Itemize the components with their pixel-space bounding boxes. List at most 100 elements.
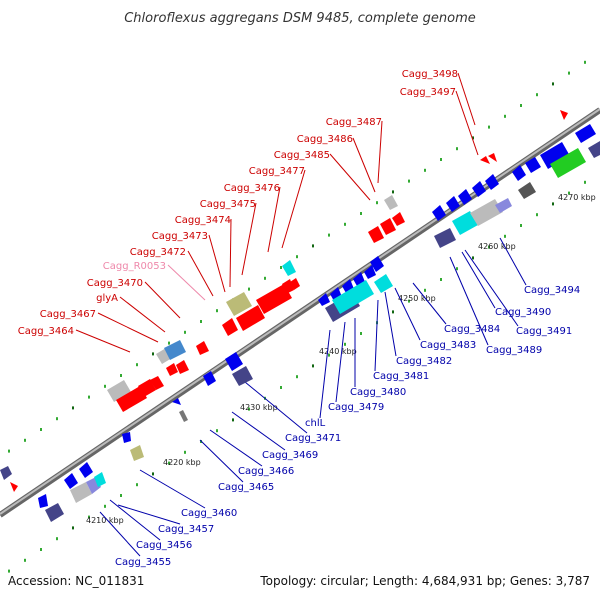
tick-label: 4260 kbp bbox=[478, 242, 516, 251]
gene-label: Cagg_3494 bbox=[524, 285, 580, 296]
gene-arrow bbox=[472, 181, 486, 197]
gene-label: Cagg_3482 bbox=[396, 356, 452, 367]
gene-arrow bbox=[488, 153, 497, 162]
gene-label: Cagg_3460 bbox=[181, 508, 237, 519]
guide-dot bbox=[136, 363, 138, 367]
gene-arrow bbox=[138, 379, 156, 397]
gene-label: Cagg_3465 bbox=[218, 482, 274, 493]
leader-lines bbox=[75, 72, 527, 557]
gene-arrow bbox=[226, 292, 252, 316]
guide-dot bbox=[72, 406, 74, 410]
guide-dot bbox=[264, 276, 266, 280]
gene-arrow bbox=[374, 274, 393, 293]
tick-label: 4220 kbp bbox=[163, 458, 201, 467]
gene-arrow bbox=[384, 195, 398, 210]
guide-dot bbox=[568, 71, 570, 75]
gene-arrow bbox=[107, 380, 131, 402]
gene-arrow bbox=[540, 142, 570, 169]
gene-arrow bbox=[470, 199, 503, 226]
guide-dot bbox=[520, 224, 522, 227]
gene-arrow bbox=[172, 398, 181, 405]
gene-arrow bbox=[256, 284, 292, 314]
gene-arrow bbox=[550, 148, 586, 178]
gene-arrow bbox=[222, 318, 238, 336]
genome-backbone bbox=[0, 107, 600, 518]
gene-label: Cagg_3483 bbox=[420, 340, 476, 351]
guide-dot bbox=[520, 104, 522, 107]
gene-arrow bbox=[380, 218, 396, 235]
gene-label: Cagg_3479 bbox=[328, 402, 384, 413]
gene-arrow bbox=[164, 340, 186, 360]
gene-arrow bbox=[525, 157, 541, 173]
guide-dot bbox=[360, 212, 362, 215]
guide-dot bbox=[248, 287, 250, 291]
gene-label: Cagg_3491 bbox=[516, 326, 572, 337]
guide-dot bbox=[488, 125, 490, 129]
gene-arrow bbox=[282, 260, 296, 276]
gene-label: Cagg_3464 bbox=[18, 326, 74, 337]
gene-arrow bbox=[518, 182, 536, 199]
guide-dot bbox=[8, 569, 10, 573]
guide-dot bbox=[552, 202, 554, 206]
gene-label: Cagg_3485 bbox=[274, 150, 330, 161]
gene-arrow bbox=[236, 305, 265, 331]
gene-label: Cagg_3480 bbox=[350, 387, 406, 398]
gene-arrow bbox=[368, 226, 384, 243]
tick-label: 4270 kbp bbox=[558, 193, 596, 202]
gene-label: Cagg_3455 bbox=[115, 557, 171, 568]
gene-arrow bbox=[166, 363, 178, 376]
guide-dot bbox=[184, 450, 186, 454]
gene-label: Cagg_3469 bbox=[262, 450, 318, 461]
gene-features bbox=[0, 110, 600, 522]
guide-dot bbox=[168, 341, 170, 345]
guide-dot bbox=[424, 288, 426, 292]
guide-dot bbox=[376, 201, 378, 205]
guide-dot bbox=[152, 472, 154, 476]
gene-label: chlL bbox=[305, 418, 326, 429]
gene-arrow bbox=[179, 410, 188, 422]
gene-arrow bbox=[318, 293, 330, 306]
guide-dot bbox=[568, 191, 570, 195]
gene-label: Cagg_3473 bbox=[152, 231, 208, 242]
gene-arrow bbox=[588, 141, 600, 158]
guide-dot bbox=[40, 548, 42, 551]
gene-arrow bbox=[434, 228, 456, 248]
gene-arrow bbox=[10, 482, 18, 492]
guide-dot bbox=[456, 147, 458, 151]
gene-label: Cagg_3476 bbox=[224, 183, 280, 194]
gene-arrow bbox=[130, 445, 144, 461]
guide-dot bbox=[552, 82, 554, 86]
gene-arrow bbox=[150, 376, 164, 390]
guide-dot bbox=[216, 429, 218, 433]
guide-dot bbox=[312, 364, 314, 368]
gene-arrow bbox=[575, 124, 596, 143]
gene-label: Cagg_3470 bbox=[87, 278, 143, 289]
gene-arrow bbox=[176, 360, 189, 374]
gene-arrow bbox=[225, 352, 243, 371]
guide-dot bbox=[440, 158, 442, 161]
guide-dot bbox=[120, 494, 122, 497]
map-title: Chloroflexus aggregans DSM 9485, complet… bbox=[124, 11, 476, 26]
gene-label: Cagg_R0053 bbox=[103, 261, 166, 272]
guide-dot bbox=[104, 504, 106, 508]
gene-arrow bbox=[0, 466, 12, 480]
guide-dot bbox=[40, 428, 42, 431]
gene-label: Cagg_3477 bbox=[249, 166, 305, 177]
gene-arrow bbox=[116, 386, 147, 412]
gene-label: Cagg_3498 bbox=[402, 69, 458, 80]
guide-dot bbox=[584, 60, 586, 64]
gene-label: Cagg_3486 bbox=[297, 134, 353, 145]
guide-dot bbox=[504, 234, 506, 238]
guide-dot bbox=[408, 299, 410, 303]
gene-arrow bbox=[392, 212, 405, 226]
guide-dot bbox=[8, 449, 10, 453]
gene-arrow bbox=[232, 366, 253, 386]
gene-arrow bbox=[446, 196, 460, 212]
guide-dot bbox=[216, 309, 218, 313]
guide-dot bbox=[504, 114, 506, 118]
gene-arrow bbox=[495, 198, 512, 213]
guide-dot bbox=[88, 515, 90, 519]
guide-dot bbox=[24, 558, 26, 562]
scale-ticks: 4210 kbp 4220 kbp 4230 kbp 4240 kbp 4250… bbox=[86, 193, 596, 525]
gene-arrow bbox=[38, 494, 48, 508]
